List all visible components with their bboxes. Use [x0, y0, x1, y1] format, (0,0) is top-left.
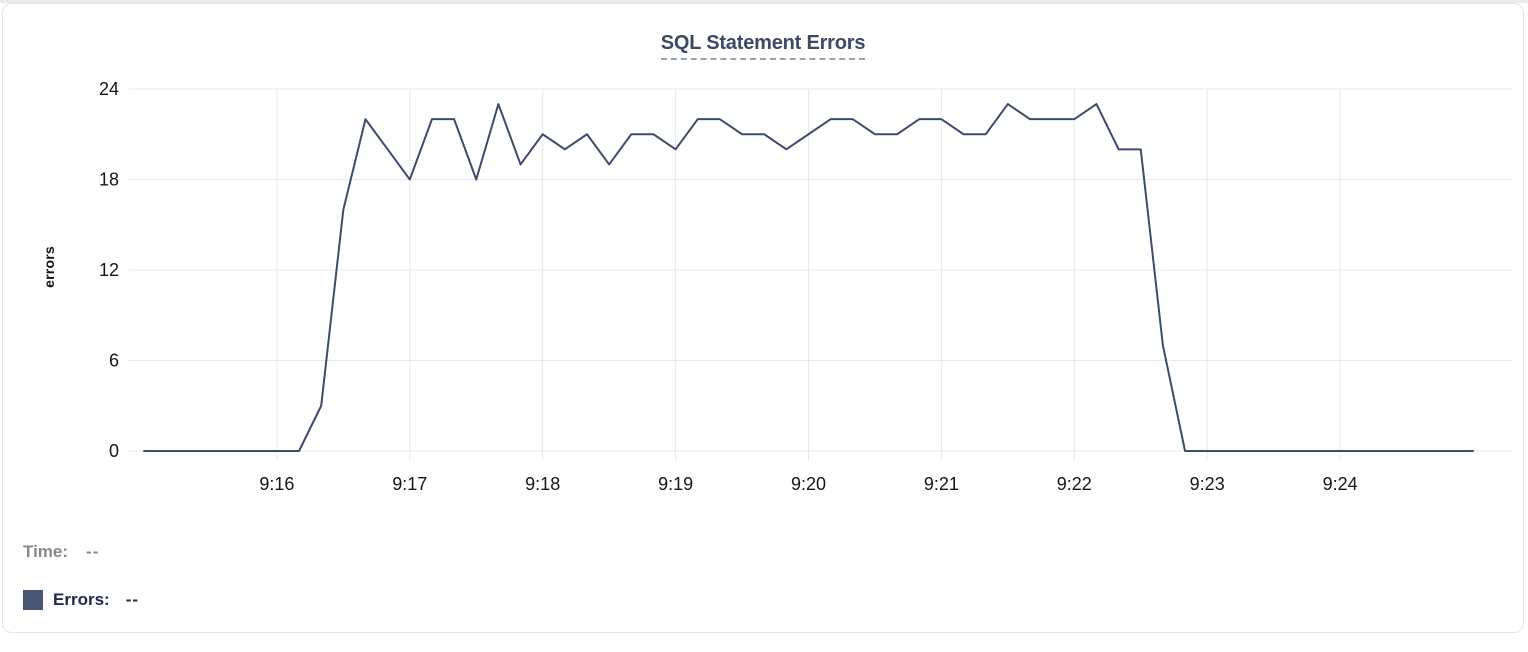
x-tick-label: 9:16 — [259, 474, 294, 494]
x-tick-label: 9:17 — [392, 474, 427, 494]
x-tick-label: 9:24 — [1323, 474, 1358, 494]
x-tick-label: 9:22 — [1057, 474, 1092, 494]
chart-title[interactable]: SQL Statement Errors — [660, 32, 865, 60]
errors-line — [143, 103, 1474, 452]
chart-title-row: SQL Statement Errors — [3, 32, 1523, 60]
errors-line-chart[interactable]: 0 6 12 18 24 9:16 9:17 9:18 9:19 9:20 9:21 9:22 9:23… — [1, 1, 1528, 501]
x-tick-label: 9:18 — [525, 474, 560, 494]
x-tick-label: 9:21 — [924, 474, 959, 494]
x-tick-label: 9:23 — [1190, 474, 1225, 494]
errors-series-swatch — [23, 590, 43, 610]
y-tick-label: 24 — [99, 79, 119, 99]
time-value: -- — [86, 542, 100, 561]
errors-label: Errors: — [53, 590, 110, 609]
hover-readout-errors: Errors: -- — [23, 590, 139, 610]
y-tick-label: 12 — [99, 260, 119, 280]
hover-readout-time: Time: -- — [23, 542, 99, 562]
x-tick-label: 9:20 — [791, 474, 826, 494]
y-tick-label: 0 — [109, 441, 119, 461]
y-tick-label: 18 — [99, 170, 119, 190]
page-top-strip — [0, 0, 1528, 3]
y-tick-label: 6 — [109, 351, 119, 371]
chart-card: SQL Statement Errors 0 6 12 18 24 9:16 9:17 9:1… — [2, 3, 1524, 633]
time-label: Time: — [23, 542, 69, 561]
y-axis-label: errors — [41, 246, 57, 288]
errors-value: -- — [125, 590, 140, 609]
x-tick-label: 9:19 — [658, 474, 693, 494]
